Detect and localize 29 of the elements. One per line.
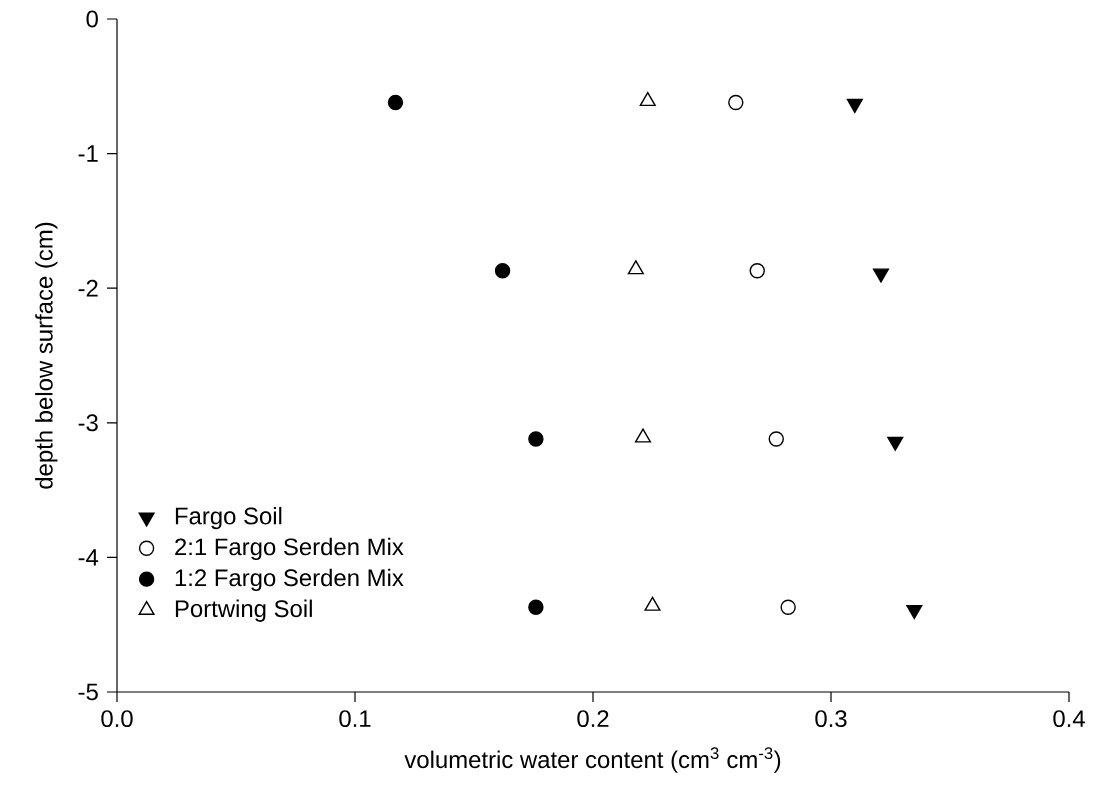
point — [846, 98, 863, 113]
y-tick-label: -2 — [78, 279, 98, 297]
x-tick-label: 0.1 — [339, 710, 371, 728]
point — [528, 599, 544, 615]
legend-label: 2:1 Fargo Serden Mix — [175, 537, 404, 561]
legend-label: 1:2 Fargo Serden Mix — [175, 568, 404, 591]
point — [780, 599, 796, 615]
point — [749, 262, 765, 279]
y-tick-label: -5 — [78, 683, 98, 701]
point — [387, 94, 404, 111]
y-tick-label: 0 — [86, 10, 98, 28]
point — [494, 262, 511, 279]
x-axis-title: volumetric water content (cm$^{3}$ cm$^{-3}$) — [404, 747, 781, 773]
y-tick-label: -4 — [78, 549, 99, 566]
x-tick-label: 0.3 — [815, 710, 847, 728]
x-tick-label: 0.2 — [577, 710, 609, 728]
point — [887, 436, 904, 451]
y-axis-title: depth below surface (cm) — [35, 222, 58, 489]
point — [768, 431, 784, 447]
point — [906, 604, 923, 620]
x-tick-label: 0.4 — [1053, 710, 1085, 728]
legend-label: Fargo Soil — [175, 506, 282, 530]
x-tick-label: 0.0 — [101, 710, 133, 728]
point — [872, 268, 890, 283]
y-tick-label: -3 — [78, 414, 98, 432]
point — [528, 431, 544, 447]
y-tick-label: -1 — [78, 145, 98, 162]
point — [728, 94, 744, 111]
legend-label: Portwing Soil — [175, 599, 312, 622]
